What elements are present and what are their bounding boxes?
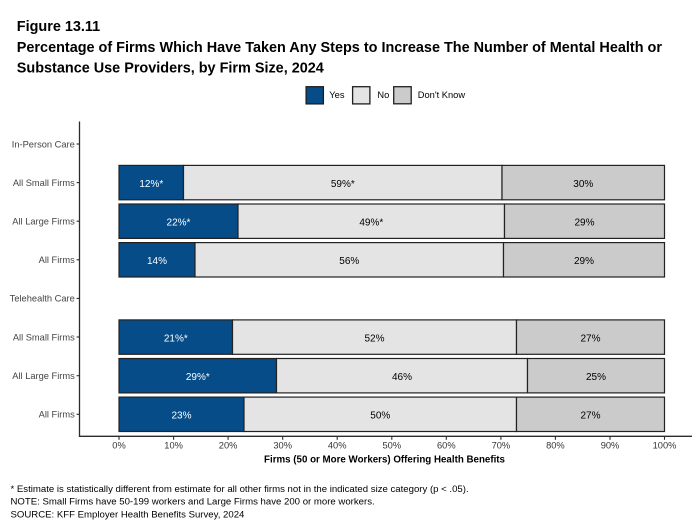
svg-text:12%*: 12%*	[139, 179, 163, 190]
svg-text:80%: 80%	[546, 440, 565, 450]
svg-text:All Firms: All Firms	[39, 410, 75, 420]
svg-text:29%*: 29%*	[186, 372, 210, 383]
svg-text:30%: 30%	[273, 440, 292, 450]
svg-text:21%*: 21%*	[164, 333, 188, 344]
svg-text:No: No	[377, 90, 389, 100]
svg-text:52%: 52%	[364, 333, 384, 344]
svg-text:60%: 60%	[437, 440, 456, 450]
svg-text:All Small Firms: All Small Firms	[13, 332, 75, 342]
svg-text:SOURCE: KFF Employer Health Be: SOURCE: KFF Employer Health Benefits Sur…	[11, 510, 246, 521]
svg-text:29%: 29%	[574, 217, 594, 228]
svg-text:NOTE: Small Firms have 50-199: NOTE: Small Firms have 50-199 workers an…	[11, 497, 375, 508]
svg-text:All Large Firms: All Large Firms	[12, 217, 75, 227]
svg-text:20%: 20%	[219, 440, 238, 450]
svg-text:50%: 50%	[382, 440, 401, 450]
svg-text:Percentage of Firms Which Have: Percentage of Firms Which Have Taken Any…	[17, 40, 663, 56]
svg-text:49%*: 49%*	[359, 217, 383, 228]
svg-text:59%*: 59%*	[331, 179, 355, 190]
svg-text:Firms (50 or More Workers) Off: Firms (50 or More Workers) Offering Heal…	[264, 455, 505, 466]
svg-text:30%: 30%	[573, 179, 593, 190]
svg-text:All Large Firms: All Large Firms	[12, 371, 75, 381]
svg-text:22%*: 22%*	[167, 217, 191, 228]
svg-text:0%: 0%	[112, 440, 125, 450]
svg-text:50%: 50%	[370, 411, 390, 422]
svg-text:Yes: Yes	[329, 90, 345, 100]
svg-text:90%: 90%	[601, 440, 620, 450]
svg-text:Don't Know: Don't Know	[418, 90, 466, 100]
svg-text:23%: 23%	[171, 411, 191, 422]
svg-text:29%: 29%	[574, 256, 594, 267]
svg-text:In-Person Care: In-Person Care	[12, 139, 75, 149]
svg-text:70%: 70%	[492, 440, 511, 450]
svg-text:Figure 13.11: Figure 13.11	[17, 19, 100, 35]
svg-text:Substance Use Providers, by Fi: Substance Use Providers, by Firm Size, 2…	[17, 61, 324, 77]
svg-text:10%: 10%	[164, 440, 183, 450]
svg-text:25%: 25%	[586, 372, 606, 383]
svg-text:All Firms: All Firms	[39, 255, 75, 265]
svg-text:* Estimate is statistically di: * Estimate is statistically different fr…	[11, 484, 469, 495]
svg-text:14%: 14%	[147, 256, 167, 267]
svg-text:All Small Firms: All Small Firms	[13, 178, 75, 188]
svg-text:27%: 27%	[580, 333, 600, 344]
svg-text:27%: 27%	[580, 411, 600, 422]
svg-text:100%: 100%	[653, 440, 677, 450]
svg-text:Telehealth Care: Telehealth Care	[10, 294, 75, 304]
svg-text:40%: 40%	[328, 440, 347, 450]
svg-text:46%: 46%	[392, 372, 412, 383]
svg-text:56%: 56%	[339, 256, 359, 267]
